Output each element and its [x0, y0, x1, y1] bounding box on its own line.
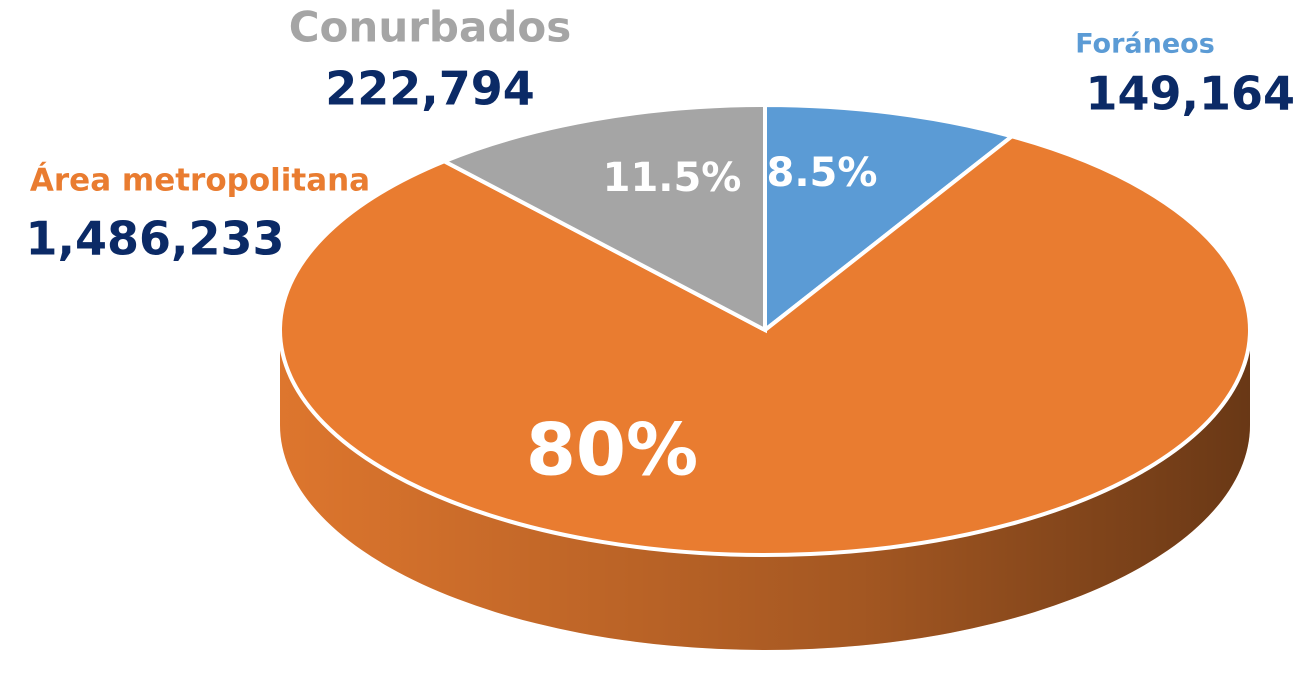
value-label: 11.5%: [603, 155, 742, 201]
category-label: Foráneos: [1075, 29, 1215, 60]
category-label: Área metropolitana: [30, 163, 370, 199]
count-label: 149,164: [1085, 67, 1295, 121]
count-label: 222,794: [325, 62, 535, 116]
value-label: 8.5%: [767, 150, 878, 196]
value-label: 80%: [526, 408, 698, 492]
category-label: Conurbados: [289, 3, 572, 52]
slice: [439, 102, 767, 334]
count-label: 1,486,233: [26, 212, 285, 266]
slice: [278, 134, 1252, 557]
slice: [763, 102, 1017, 335]
slice-side-shade: [280, 330, 1250, 650]
